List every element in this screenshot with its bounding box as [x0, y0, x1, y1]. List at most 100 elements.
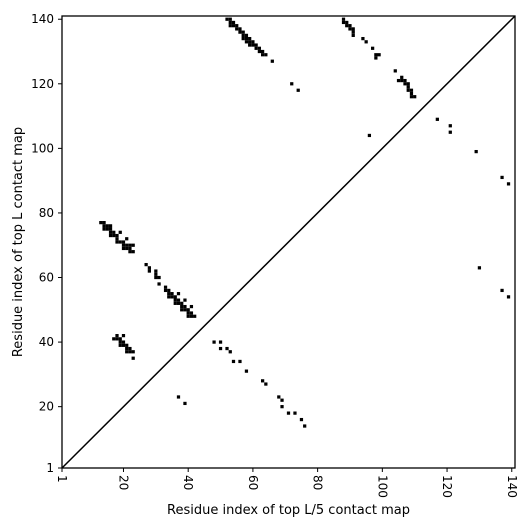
- contact-cell: [218, 346, 223, 351]
- contact-cell: [180, 301, 184, 305]
- contact-cell: [115, 237, 119, 241]
- contact-cell: [374, 56, 378, 60]
- contact-cell: [341, 17, 346, 21]
- contact-cell: [364, 40, 368, 44]
- contact-cell: [448, 124, 452, 128]
- contact-cell: [345, 24, 349, 28]
- contact-cell: [264, 382, 268, 386]
- contact-cell: [173, 295, 177, 299]
- contact-cell: [409, 95, 414, 99]
- contact-cell: [108, 227, 113, 231]
- contact-cell: [400, 75, 404, 79]
- contact-cell: [371, 46, 375, 50]
- contact-cell: [351, 33, 355, 37]
- contact-cell: [248, 43, 252, 47]
- contact-cell: [102, 227, 106, 231]
- contact-cell: [125, 237, 129, 241]
- contact-cell: [157, 282, 161, 286]
- contact-cell: [108, 233, 113, 238]
- contact-cell: [183, 308, 187, 312]
- contact-cell: [248, 40, 252, 44]
- contact-cell: [351, 27, 355, 31]
- contact-cell: [125, 346, 129, 351]
- y-tick-label: 60: [39, 271, 54, 285]
- contact-cell: [241, 30, 245, 34]
- y-tick-label: 140: [31, 12, 54, 26]
- contact-cell: [128, 243, 132, 247]
- contact-cell: [244, 40, 249, 44]
- contact-cell: [131, 350, 135, 354]
- y-tick-label: 40: [39, 335, 54, 349]
- contact-cell: [108, 230, 113, 234]
- contact-cell: [176, 298, 181, 302]
- contact-cell: [257, 46, 261, 50]
- contact-cell: [280, 405, 284, 409]
- contact-cell: [413, 95, 417, 99]
- contact-cell: [144, 262, 148, 267]
- contact-cell: [173, 298, 177, 302]
- contact-cell: [125, 350, 129, 354]
- contact-cell: [115, 337, 119, 341]
- contact-cell: [280, 398, 284, 402]
- contact-cell: [361, 36, 365, 41]
- contact-cell: [105, 227, 109, 231]
- contact-cell: [186, 308, 190, 312]
- x-tick-label: 120: [440, 475, 454, 498]
- contact-cell: [118, 240, 122, 244]
- diagonal-line: [61, 15, 516, 469]
- contact-cell: [406, 85, 410, 89]
- contact-cell: [102, 221, 106, 225]
- contact-cell: [474, 149, 478, 154]
- contact-cell: [167, 292, 171, 296]
- contact-cell: [125, 246, 129, 251]
- contact-cell: [290, 82, 294, 86]
- contact-cell: [228, 17, 232, 21]
- contact-cell: [115, 334, 119, 338]
- contact-cell: [118, 337, 122, 341]
- contact-cell: [157, 275, 161, 280]
- contact-cell: [261, 379, 265, 383]
- contact-cell: [351, 30, 355, 34]
- contact-cell: [154, 272, 158, 276]
- contact-cell: [121, 340, 126, 344]
- contact-cell: [163, 285, 168, 289]
- contact-cell: [99, 221, 103, 225]
- contact-cell: [286, 411, 291, 415]
- contact-cell: [121, 343, 126, 347]
- contact-cell: [241, 36, 245, 41]
- contact-cell: [261, 53, 265, 57]
- contact-cell: [189, 311, 194, 315]
- contact-cell: [257, 49, 261, 54]
- contact-cell: [154, 269, 158, 273]
- contact-cell: [167, 295, 171, 299]
- contact-cell: [102, 224, 106, 228]
- contact-cell: [261, 49, 265, 54]
- contact-cell: [241, 33, 245, 37]
- x-tick-label: 40: [181, 475, 195, 490]
- contact-cell: [238, 30, 242, 34]
- contact-cell: [121, 240, 126, 244]
- contact-cell: [406, 88, 410, 92]
- contact-cell: [118, 230, 122, 234]
- contact-cell: [189, 314, 194, 318]
- y-tick-label: 100: [31, 141, 54, 155]
- contact-cell: [235, 24, 239, 28]
- contact-cell: [173, 301, 177, 305]
- contact-cell: [264, 53, 268, 57]
- contact-cell: [163, 288, 168, 293]
- contact-cell: [251, 40, 255, 44]
- contact-cell: [251, 43, 255, 47]
- contact-cell: [254, 43, 258, 47]
- contact-cell: [506, 295, 511, 299]
- x-axis-label: Residue index of top L/5 contact map: [167, 503, 410, 518]
- contact-cell: [128, 350, 132, 354]
- contact-cell: [231, 359, 236, 364]
- contact-cell: [118, 343, 122, 347]
- contact-cell: [186, 314, 190, 318]
- contact-cell: [147, 269, 151, 273]
- contact-cell: [170, 292, 174, 296]
- contact-cell: [228, 20, 232, 25]
- contact-cell: [225, 17, 229, 21]
- x-tick-label: 1: [55, 475, 69, 483]
